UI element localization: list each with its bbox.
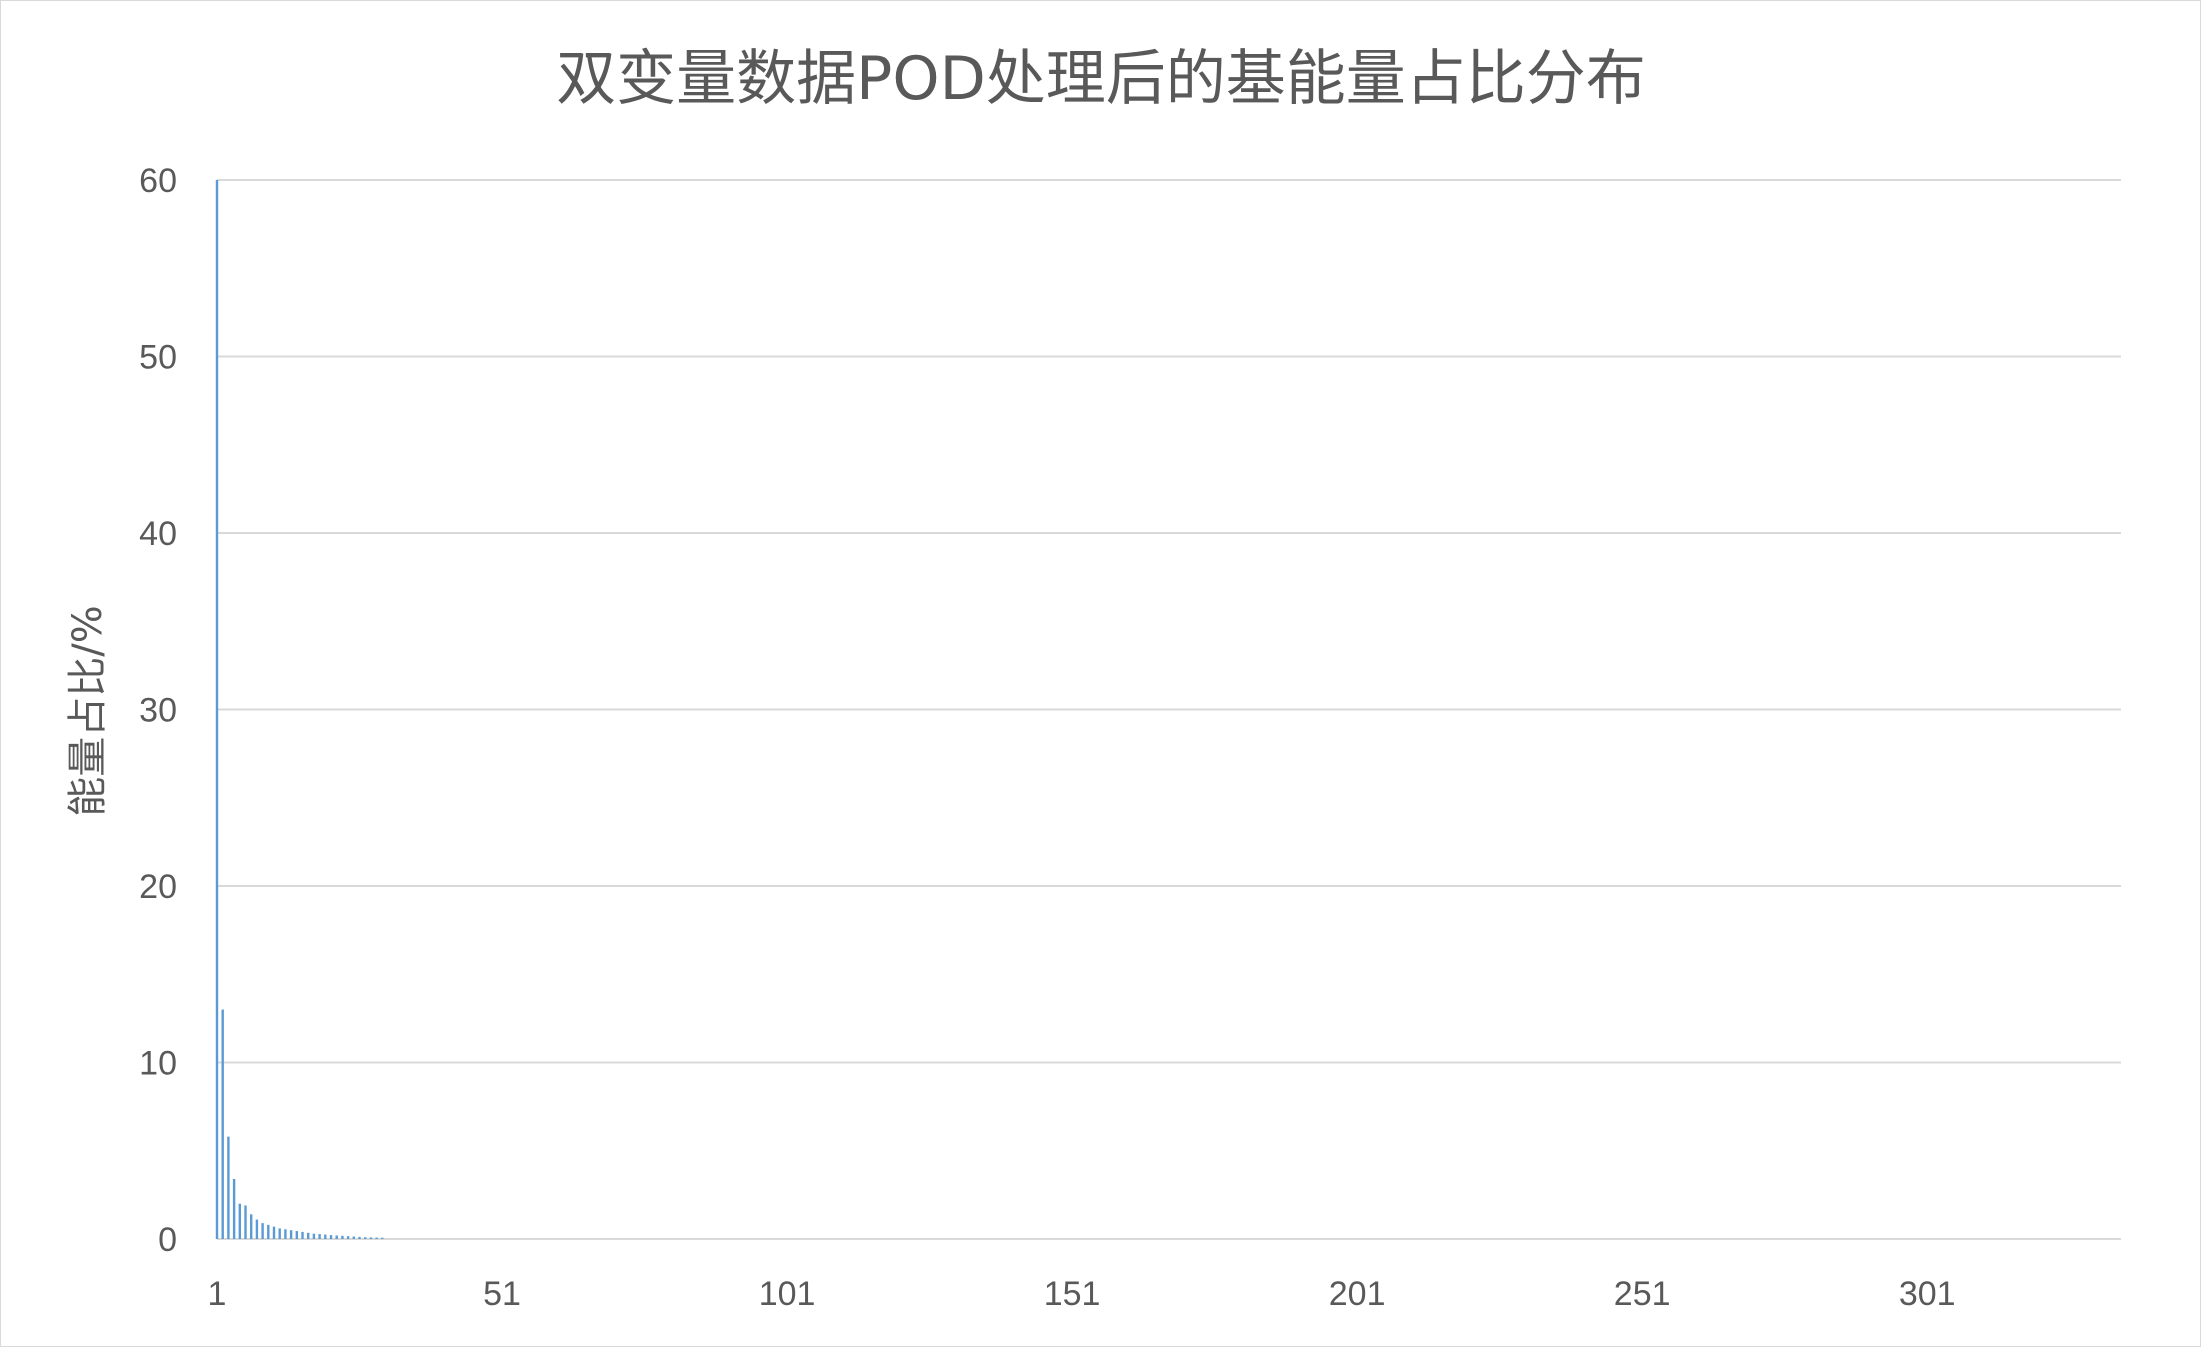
y-tick-label: 60	[139, 162, 177, 200]
x-tick-label: 151	[1044, 1275, 1101, 1313]
y-tick-labels: 0 10 20 30 40 50 60	[139, 162, 177, 1259]
bar	[272, 1226, 276, 1239]
x-tick-label: 251	[1614, 1275, 1671, 1313]
bar	[255, 1219, 259, 1239]
bar	[318, 1234, 321, 1239]
bars	[215, 180, 384, 1239]
bar	[244, 1205, 247, 1239]
gridlines	[217, 179, 2121, 1240]
bar	[250, 1214, 253, 1239]
bar	[221, 1009, 224, 1239]
x-tick-label: 51	[483, 1275, 521, 1313]
y-tick-label: 50	[139, 339, 177, 377]
x-tick-label: 201	[1329, 1275, 1386, 1313]
bar	[335, 1235, 338, 1239]
y-tick-label: 0	[158, 1221, 177, 1259]
bar	[364, 1237, 367, 1239]
bar	[381, 1237, 384, 1239]
bar	[329, 1235, 333, 1239]
bar	[375, 1237, 378, 1239]
bar	[295, 1231, 299, 1239]
bar	[341, 1235, 344, 1239]
bar	[267, 1224, 270, 1239]
x-tick-labels: 1 51 101 151 201 251 301	[208, 1275, 1956, 1313]
bar	[284, 1229, 287, 1239]
bar	[227, 1136, 230, 1239]
bar	[261, 1223, 264, 1239]
bar	[307, 1232, 310, 1239]
bar	[278, 1228, 281, 1239]
y-axis-label: 能量占比/%	[65, 605, 111, 816]
y-tick-label: 10	[139, 1045, 177, 1083]
bar	[238, 1203, 242, 1239]
x-tick-label: 301	[1899, 1275, 1956, 1313]
bar	[324, 1234, 327, 1239]
y-tick-label: 20	[139, 868, 177, 906]
y-tick-label: 40	[139, 515, 177, 553]
bar	[312, 1233, 316, 1239]
x-tick-label: 101	[759, 1275, 816, 1313]
bar	[358, 1236, 361, 1239]
bar	[232, 1178, 236, 1239]
x-tick-label: 1	[208, 1275, 227, 1313]
bar	[289, 1230, 293, 1239]
bar	[346, 1236, 350, 1239]
bar	[369, 1237, 373, 1239]
bar	[301, 1231, 304, 1239]
bar	[215, 180, 219, 1239]
y-tick-label: 30	[139, 692, 177, 730]
chart-title: 双变量数据POD处理后的基能量占比分布	[556, 44, 1646, 114]
bar	[352, 1236, 356, 1239]
